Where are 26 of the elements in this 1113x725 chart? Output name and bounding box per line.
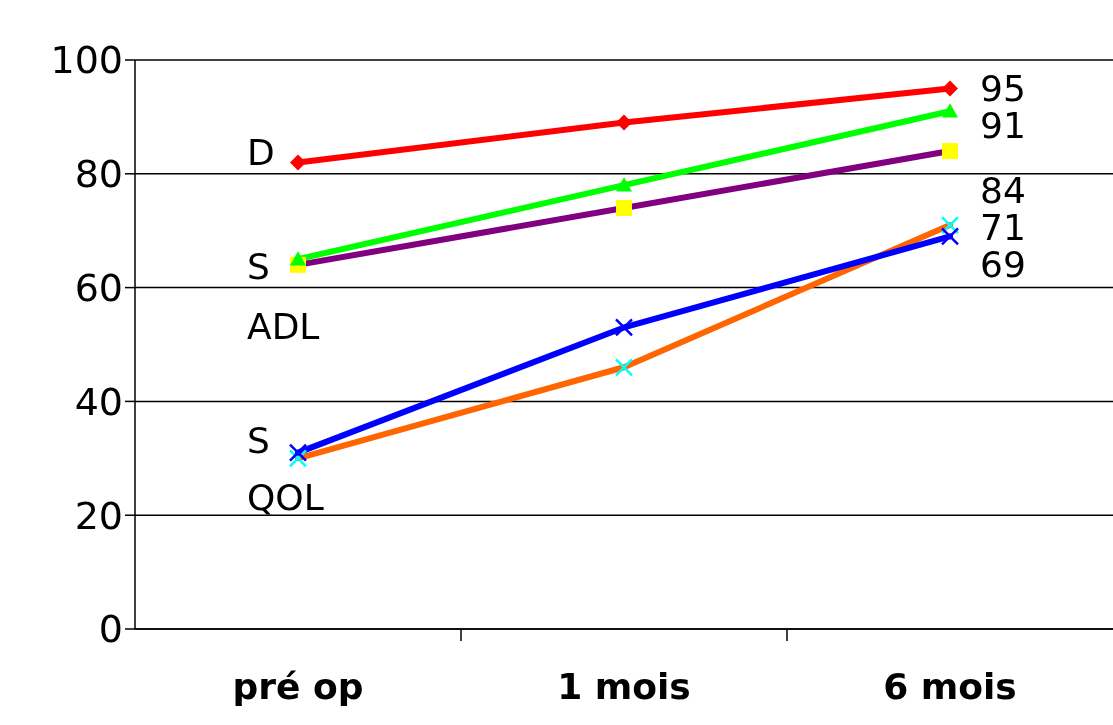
annotation: ADL xyxy=(247,305,320,349)
y-tick-label: 0 xyxy=(98,607,123,652)
point xyxy=(288,443,308,462)
x-tick-label: 6 mois xyxy=(883,666,1017,707)
point xyxy=(942,80,958,97)
point xyxy=(614,358,634,377)
annotation: QOL xyxy=(247,476,324,520)
y-tick-label: 60 xyxy=(74,266,123,311)
point xyxy=(616,114,632,131)
y-tick-label: 80 xyxy=(74,152,123,197)
annotation: S xyxy=(247,245,270,289)
y-tick-label: 100 xyxy=(50,38,123,83)
point xyxy=(940,227,960,246)
x-tick-label: pré op xyxy=(232,666,364,707)
x-tick-label: 1 mois xyxy=(557,666,691,707)
point xyxy=(614,318,634,337)
y-tick-label: 20 xyxy=(74,493,123,538)
point xyxy=(290,154,306,171)
point xyxy=(616,199,632,216)
point xyxy=(942,103,958,118)
annotation: D xyxy=(247,131,275,175)
point xyxy=(942,143,958,160)
point xyxy=(290,251,306,266)
y-tick-label: 40 xyxy=(74,379,123,424)
point xyxy=(616,177,632,192)
annotation: S xyxy=(247,419,270,463)
